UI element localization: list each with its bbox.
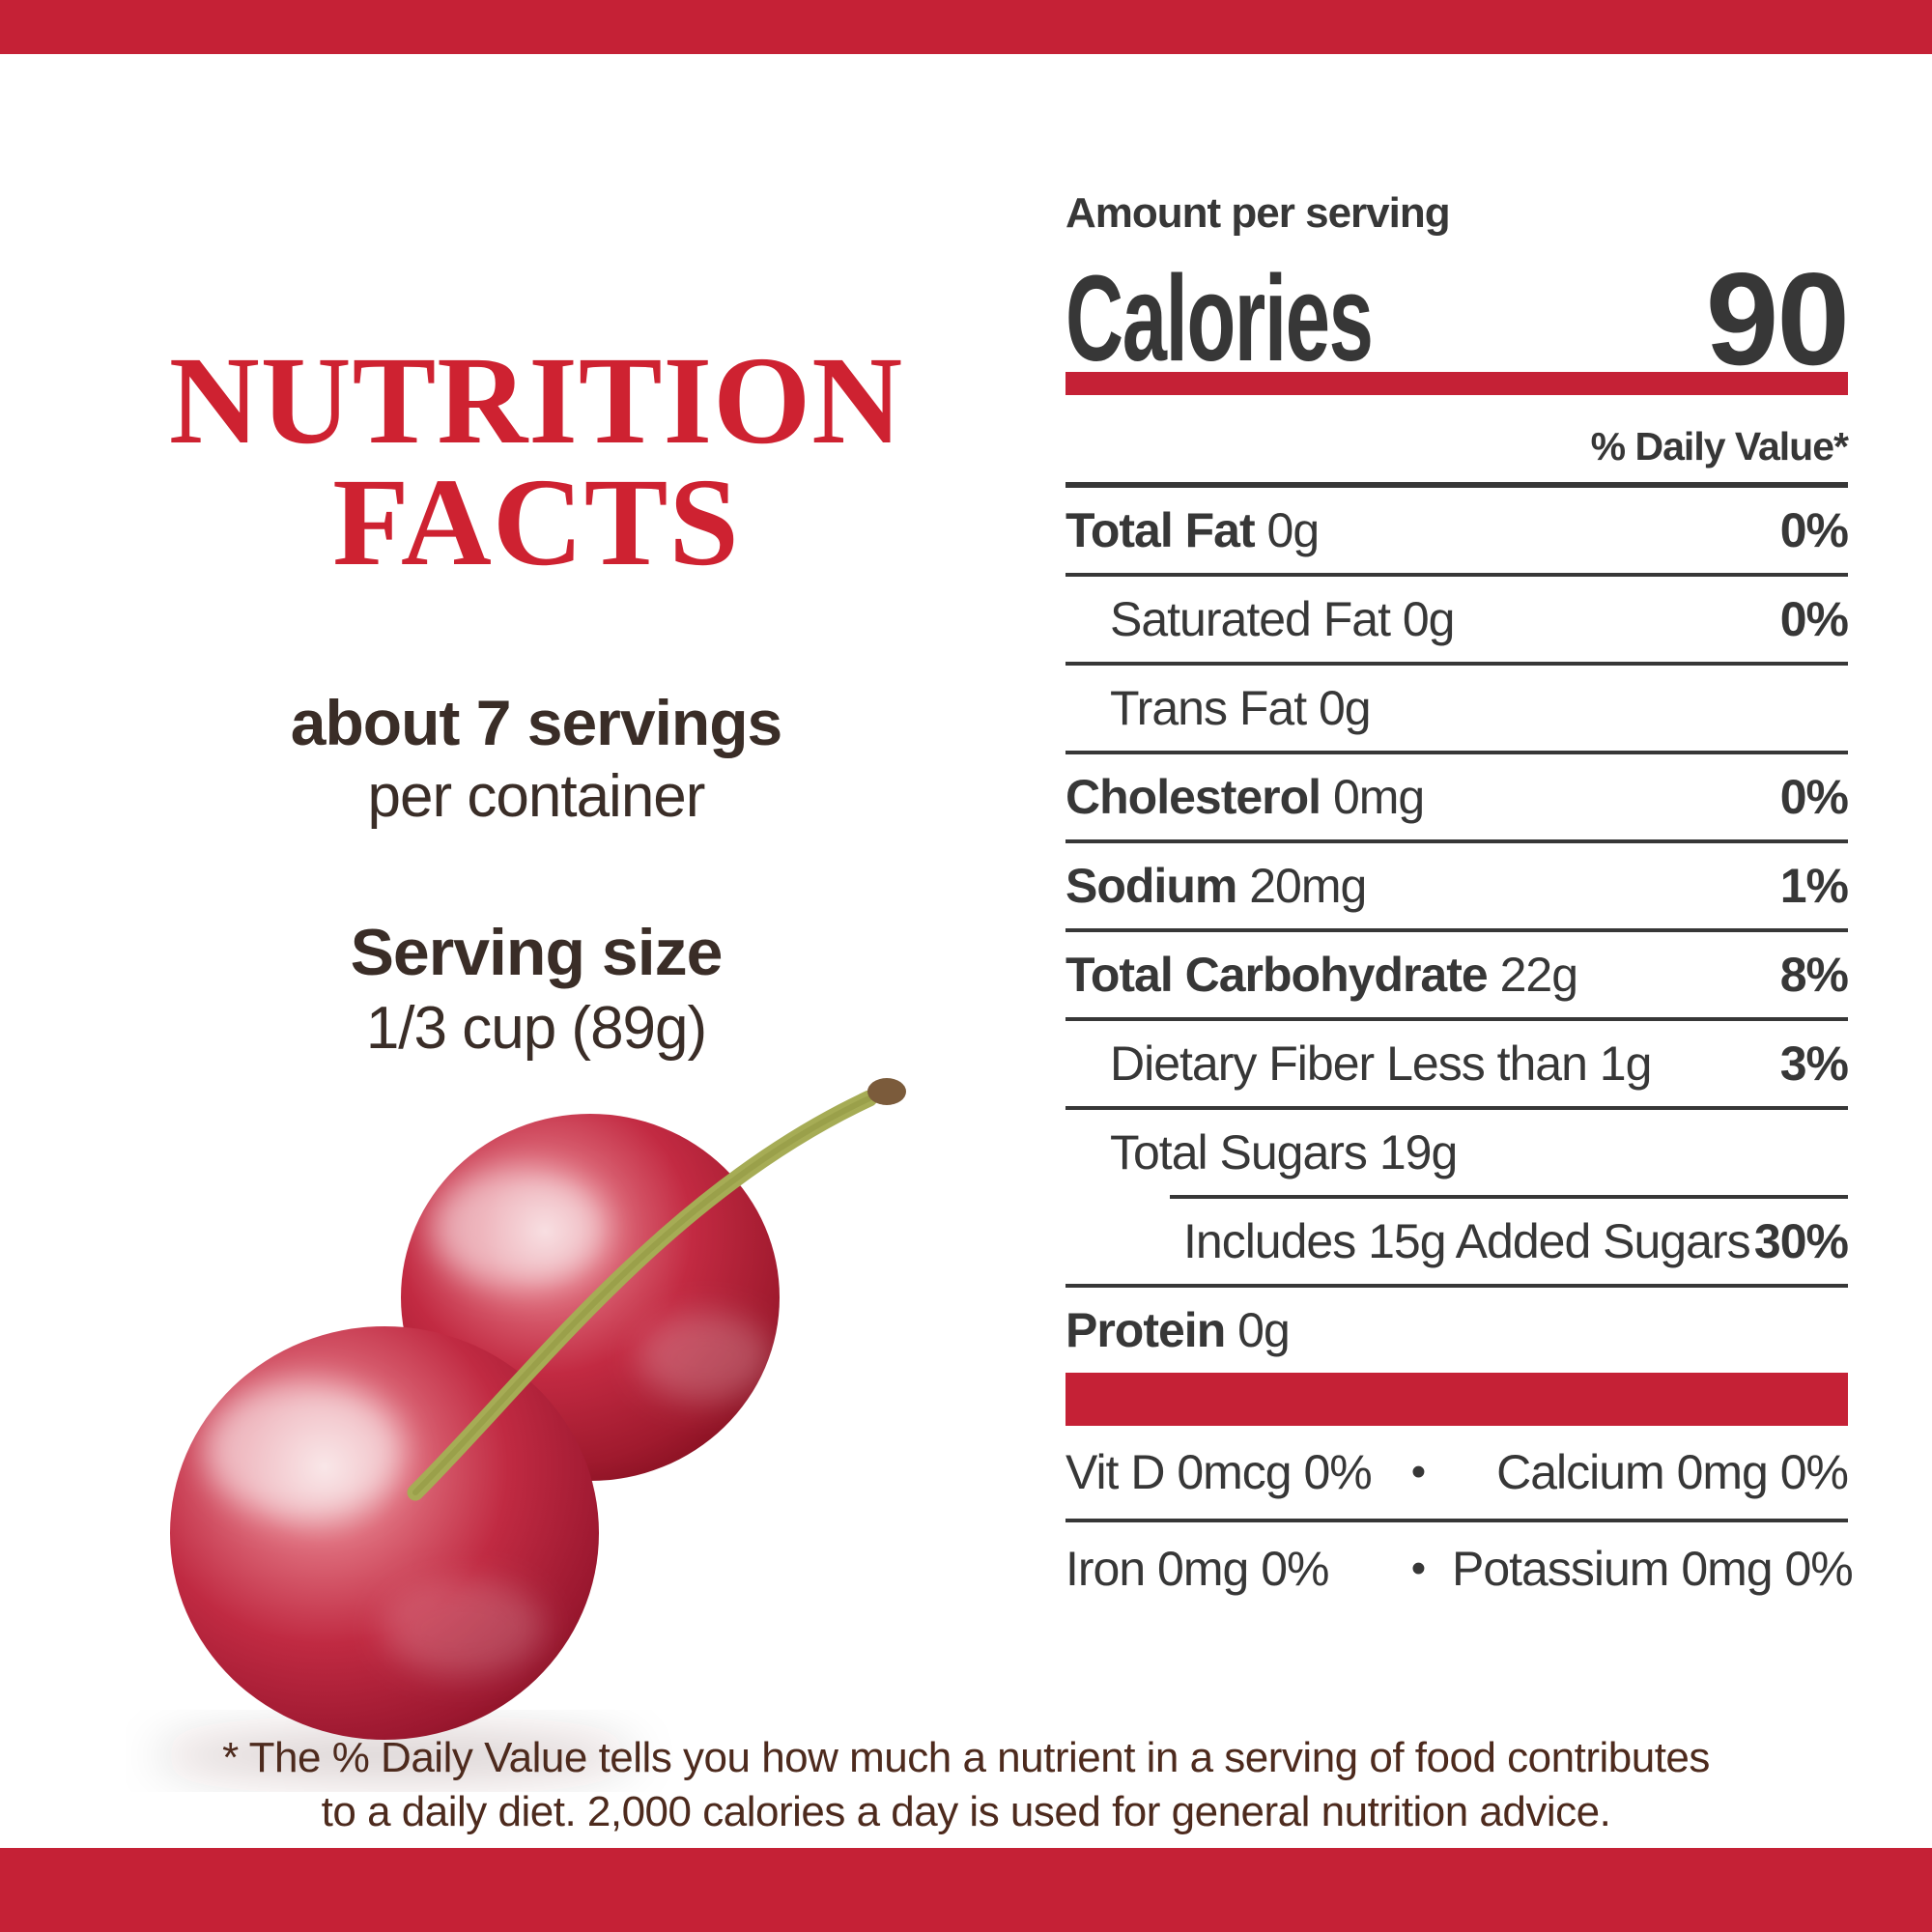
nutrient-amount: 19g: [1378, 1125, 1458, 1179]
cherry-upper-sheen: [638, 1313, 773, 1402]
daily-value-percent: 8%: [1779, 948, 1849, 1002]
servings-per-container-main: about 7 servings: [290, 687, 783, 758]
nutrition-facts-panel: Amount per serving Calories 90 % Daily V…: [1065, 189, 1854, 1615]
cherry-lower-sheen: [383, 1579, 545, 1676]
nutrient-row-total-fat: Total Fat 0g 0%: [1065, 488, 1849, 573]
cherry-upper-highlight: [431, 1168, 609, 1288]
daily-value-footnote: * The % Daily Value tells you how much a…: [0, 1731, 1932, 1839]
cherry-stem-shade: [412, 1095, 872, 1495]
amount-per-serving-label: Amount per serving: [1065, 189, 1451, 237]
nutrient-amount: 20mg: [1249, 859, 1367, 913]
nutrient-label: Total Carbohydrate: [1065, 948, 1489, 1002]
daily-value-percent: 0%: [1779, 770, 1849, 824]
label-left-panel: NUTRITION FACTS about 7 servings per con…: [92, 331, 980, 1066]
daily-value-percent: 0%: [1779, 592, 1849, 646]
nutrient-row-added-sugars: Includes 15g Added Sugars 30%: [1065, 1199, 1849, 1284]
nutrient-row-dietary-fiber: Dietary Fiber Less than 1g 3%: [1065, 1017, 1849, 1106]
nutrient-label: Total Sugars: [1110, 1125, 1368, 1179]
cherry-lower: [170, 1326, 599, 1740]
nutrient-row-cholesterol: Cholesterol 0mg 0%: [1065, 751, 1849, 839]
daily-value-percent: 0%: [1779, 503, 1849, 557]
nutrient-label: Sodium: [1065, 859, 1237, 913]
nutrition-facts-title: NUTRITION FACTS: [92, 331, 980, 592]
nutrient-amount: 0g: [1266, 503, 1321, 557]
title-line-1: NUTRITION: [168, 331, 904, 470]
micronutrient-row-1: Vit D 0mcg 0% • Calcium 0mg 0%: [1065, 1426, 1849, 1519]
protein-accent-bar: [1065, 1373, 1848, 1426]
nutrient-label: Saturated Fat: [1110, 592, 1391, 646]
nutrient-amount: 0g: [1237, 1303, 1291, 1357]
nutrient-amount: 0mg: [1332, 770, 1425, 824]
header-rule: [1065, 482, 1848, 488]
nutrient-label: Cholesterol: [1065, 770, 1321, 824]
serving-size-label: Serving size: [350, 916, 724, 989]
servings-per-container-sub: per container: [367, 763, 706, 830]
nutrient-row-saturated-fat: Saturated Fat 0g 0%: [1065, 573, 1849, 662]
nutrient-label: Includes 15g Added Sugars: [1183, 1214, 1751, 1268]
cherries-image: [155, 1078, 906, 1780]
cherry-stem-tip: [867, 1078, 906, 1105]
nutrient-row-sodium: Sodium 20mg 1%: [1065, 839, 1849, 928]
nutrient-amount: 0g: [1319, 681, 1372, 735]
calories-row: Calories 90: [1065, 245, 1850, 392]
cherry-shadow: [155, 1730, 638, 1780]
nutrient-label: Trans Fat: [1110, 681, 1307, 735]
bullet-separator: •: [1410, 1545, 1426, 1592]
bullet-separator: •: [1410, 1448, 1426, 1495]
nutrient-label: Protein: [1065, 1303, 1226, 1357]
nutrient-label: Dietary Fiber: [1110, 1037, 1375, 1091]
cherry-lower-highlight: [204, 1380, 405, 1520]
nutrient-label: Total Fat: [1065, 503, 1256, 557]
vitamin-d-value: Vit D 0mcg 0%: [1065, 1445, 1373, 1499]
nutrient-amount: 0g: [1402, 592, 1456, 646]
daily-value-header: % Daily Value*: [1590, 424, 1849, 469]
serving-size-value: 1/3 cup (89g): [365, 995, 707, 1062]
potassium-value: Potassium 0mg 0%: [1452, 1542, 1854, 1596]
calories-value: 90: [1705, 245, 1850, 392]
title-line-2: FACTS: [332, 453, 740, 592]
bottom-accent-bar: [0, 1848, 1932, 1932]
nutrient-amount: Less than 1g: [1386, 1037, 1652, 1091]
added-sugars-indented-rule: [1170, 1195, 1848, 1199]
daily-value-percent: 1%: [1779, 859, 1849, 913]
micronutrient-rule: [1065, 1519, 1848, 1522]
nutrient-row-trans-fat: Trans Fat 0g: [1065, 662, 1848, 751]
calories-label: Calories: [1065, 250, 1374, 386]
daily-value-percent: 3%: [1779, 1037, 1849, 1091]
footnote-line-2: to a daily diet. 2,000 calories a day is…: [321, 1788, 1611, 1835]
calories-accent-bar: [1065, 372, 1848, 395]
calcium-value: Calcium 0mg 0%: [1496, 1445, 1849, 1499]
micronutrient-row-2: Iron 0mg 0% • Potassium 0mg 0%: [1065, 1522, 1854, 1615]
top-accent-bar: [0, 0, 1932, 54]
footnote-line-1: * The % Daily Value tells you how much a…: [222, 1734, 1710, 1781]
nutrient-row-protein: Protein 0g: [1065, 1284, 1848, 1373]
nutrient-row-total-carbohydrate: Total Carbohydrate 22g 8%: [1065, 928, 1849, 1017]
daily-value-percent: 30%: [1753, 1214, 1849, 1268]
nutrient-row-total-sugars: Total Sugars 19g: [1065, 1106, 1848, 1195]
iron-value: Iron 0mg 0%: [1065, 1542, 1329, 1596]
nutrient-amount: 22g: [1499, 948, 1578, 1002]
